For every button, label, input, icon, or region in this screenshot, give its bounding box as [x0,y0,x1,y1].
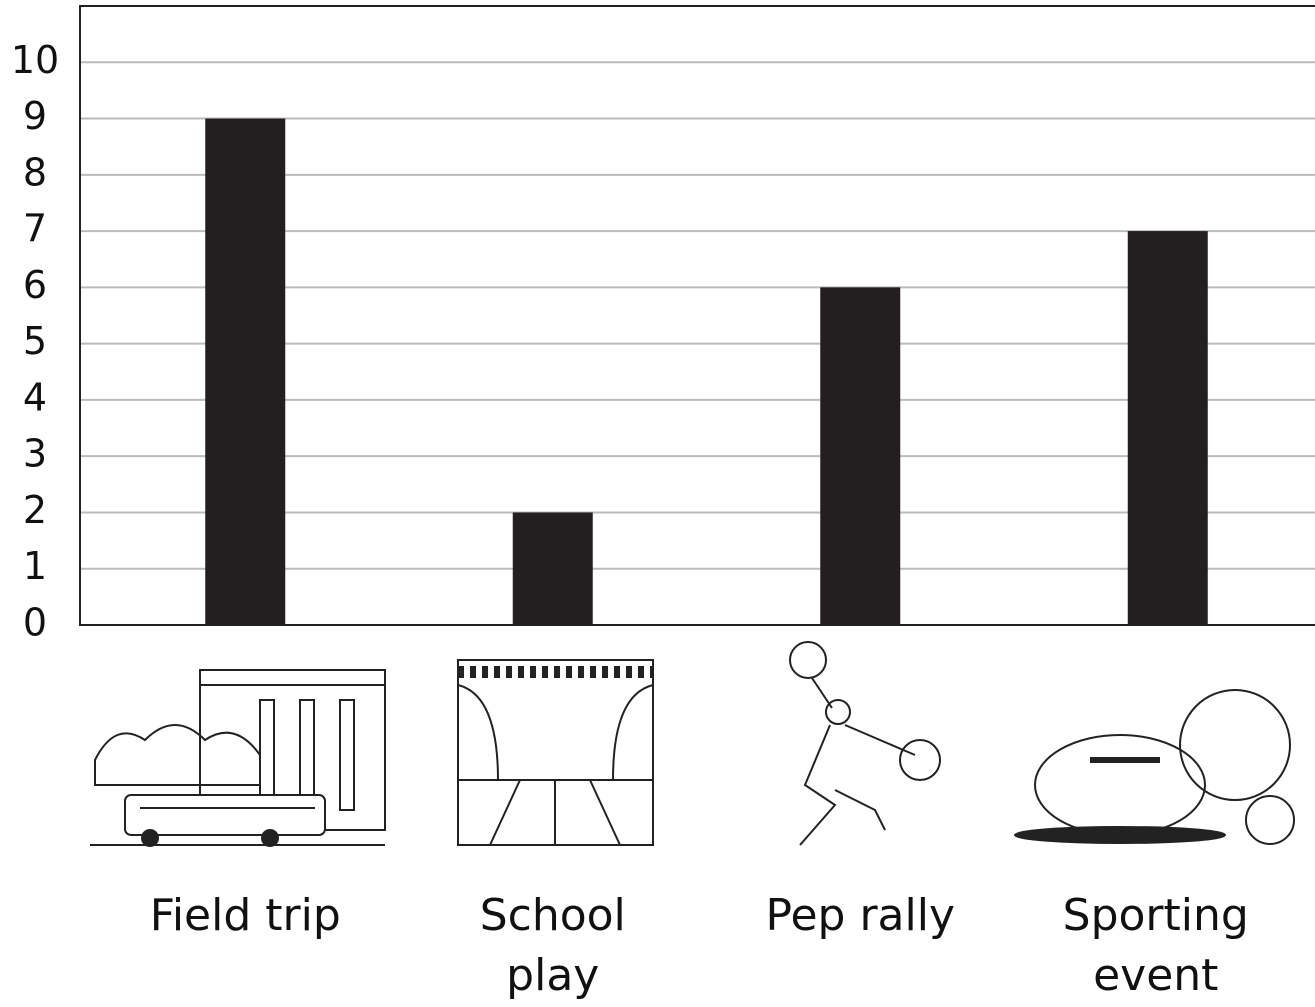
y-tick-label: 3 [23,432,47,476]
icon-pep-rally [789,641,941,846]
icon-school-play [457,659,654,846]
y-tick-label: 4 [23,375,47,419]
x-tick-label: School play [479,890,626,1001]
bar [1127,231,1208,625]
x-tick-label: Pep rally [765,890,956,941]
x-tick-label: Sporting event [1062,890,1249,1001]
y-tick-label: 5 [23,319,47,363]
y-tick-label: 7 [23,207,47,251]
y-tick-label: 10 [11,38,59,82]
bar [205,118,286,625]
bar [512,512,593,625]
y-tick-label: 1 [23,544,47,588]
bar [820,287,901,625]
y-tick-label: 8 [23,150,47,194]
y-tick-label: 2 [23,488,47,532]
icon-sporting-event [1014,689,1295,845]
x-tick-label: Field trip [149,890,341,941]
y-tick-label: 9 [23,94,47,138]
y-tick-label: 0 [23,601,47,645]
icon-field-trip [90,669,386,847]
plot-frame [79,5,1315,626]
y-tick-label: 6 [23,263,47,307]
